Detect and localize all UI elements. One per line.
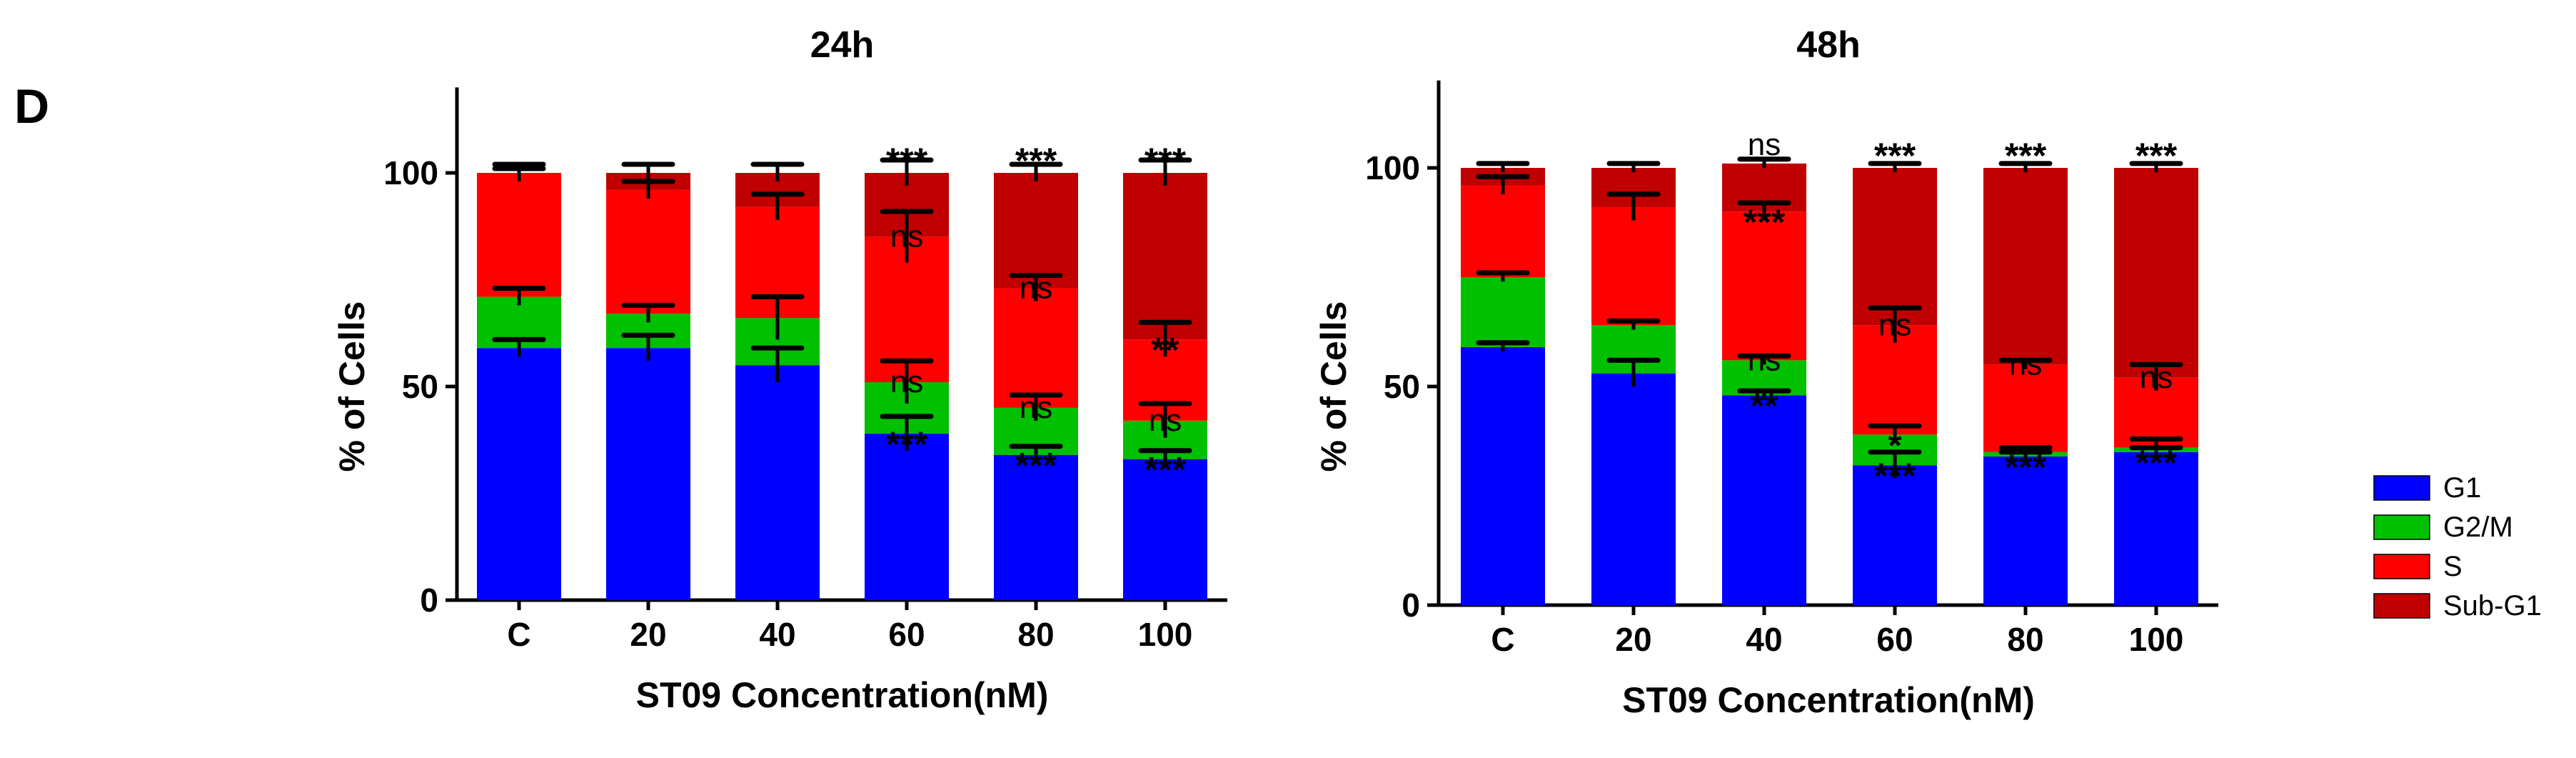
- significance-g1-60: ***: [886, 424, 928, 464]
- bar-g1-20: [1591, 373, 1676, 605]
- bar-s-40: [1722, 211, 1806, 361]
- x-tick-label-80: 80: [1017, 616, 1054, 653]
- y-axis-label: % of Cells: [332, 301, 372, 472]
- significance-g2m-60: ns: [890, 364, 923, 399]
- significance-g2m-60: *: [1888, 425, 1902, 465]
- bar-subg1-100: [1123, 173, 1207, 340]
- legend-swatch-g1: [2373, 475, 2430, 501]
- significance-g1-100: ***: [1144, 450, 1187, 490]
- x-tick-label-60: 60: [1876, 621, 1913, 658]
- bar-g1-C: [1461, 346, 1545, 605]
- bar-g2m-C: [1461, 277, 1545, 347]
- significance-g1-100: ***: [2135, 443, 2178, 483]
- legend: G1 G2/M S Sub-G1: [2373, 472, 2542, 622]
- x-tick-label-80: 80: [2007, 621, 2043, 658]
- bar-s-80: [994, 288, 1078, 408]
- bar-s-20: [606, 189, 690, 314]
- significance-s-40: ***: [1744, 202, 1786, 242]
- x-tick-label-20: 20: [630, 616, 666, 653]
- x-tick-label-40: 40: [1746, 621, 1782, 658]
- chart-title: 24h: [810, 24, 875, 66]
- x-tick-label-100: 100: [1138, 616, 1193, 653]
- significance-subg1-60: ***: [1874, 136, 1916, 176]
- legend-label-g1: G1: [2443, 472, 2481, 504]
- significance-subg1-80: ***: [2005, 136, 2047, 176]
- bar-s-60: [1853, 325, 1937, 435]
- significance-subg1-100: ***: [1144, 141, 1187, 181]
- significance-g2m-80: ns: [1020, 390, 1052, 425]
- significance-s-80: ns: [2009, 346, 2042, 382]
- significance-g1-80: ***: [1015, 446, 1057, 486]
- bar-g1-40: [735, 365, 820, 600]
- bar-s-C: [477, 173, 561, 297]
- legend-swatch-g2m: [2373, 514, 2430, 540]
- x-tick-label-C: C: [507, 616, 530, 653]
- bar-g1-40: [1722, 395, 1806, 605]
- y-tick-label: 0: [420, 582, 438, 619]
- y-tick-label: 100: [1365, 149, 1420, 186]
- y-tick-label: 0: [1402, 587, 1420, 624]
- bar-g1-C: [477, 348, 561, 600]
- bar-g1-20: [606, 348, 690, 600]
- chart-title: 48h: [1796, 24, 1861, 66]
- significance-subg1-100: ***: [2135, 136, 2178, 176]
- bar-s-C: [1461, 185, 1545, 277]
- x-tick-label-C: C: [1491, 621, 1514, 658]
- bar-subg1-100: [2114, 168, 2198, 378]
- x-tick-label-60: 60: [888, 616, 925, 653]
- y-tick-label: 50: [402, 368, 438, 405]
- bar-subg1-80: [994, 173, 1078, 289]
- legend-label-g2m: G2/M: [2443, 512, 2513, 543]
- bar-g1-80: [994, 454, 1078, 600]
- bar-subg1-80: [1983, 168, 2068, 365]
- legend-swatch-s: [2373, 554, 2430, 579]
- significance-s-80: ns: [1020, 270, 1052, 305]
- significance-subg1-80: ***: [1015, 141, 1057, 181]
- bar-g1-80: [1983, 456, 2068, 605]
- panel-label: D: [14, 79, 50, 134]
- y-axis-label: % of Cells: [1314, 301, 1354, 472]
- x-axis-label: ST09 Concentration(nM): [1622, 680, 2035, 720]
- significance-g2m-100: ns: [1149, 403, 1182, 438]
- y-tick-label: 50: [1384, 368, 1420, 405]
- x-tick-label-40: 40: [759, 616, 795, 653]
- x-axis-label: ST09 Concentration(nM): [636, 675, 1049, 715]
- bar-g1-60: [1853, 465, 1937, 605]
- significance-subg1-60: ***: [886, 141, 928, 181]
- significance-s-100: **: [1152, 330, 1179, 370]
- x-tick-label-20: 20: [1615, 621, 1651, 658]
- significance-s-60: ns: [1878, 307, 1911, 342]
- chart-24h: 24h 0 50 100 C 20 40 60 *** ns ns *** 80 *** ns ns *** 10…: [332, 24, 1227, 715]
- bar-g1-100: [1123, 459, 1207, 600]
- significance-g1-80: ***: [2005, 447, 2047, 487]
- bar-g1-100: [2114, 452, 2198, 605]
- legend-label-s: S: [2443, 551, 2462, 582]
- significance-g2m-40: ns: [1748, 342, 1781, 377]
- bar-g1-60: [865, 433, 949, 600]
- legend-swatch-subg1: [2373, 593, 2430, 619]
- significance-s-100: ns: [2140, 360, 2173, 395]
- significance-s-60: ns: [890, 219, 923, 254]
- y-tick-label: 100: [383, 154, 438, 191]
- bar-s-20: [1591, 207, 1676, 326]
- significance-subg1-40: ns: [1748, 127, 1781, 162]
- bar-s-80: [1983, 364, 2068, 452]
- x-tick-label-100: 100: [2129, 621, 2184, 658]
- legend-label-subg1: Sub-G1: [2443, 590, 2542, 622]
- significance-g1-40: **: [1751, 386, 1778, 426]
- significance-g1-60: ***: [1874, 456, 1916, 496]
- bar-subg1-60: [1853, 168, 1937, 326]
